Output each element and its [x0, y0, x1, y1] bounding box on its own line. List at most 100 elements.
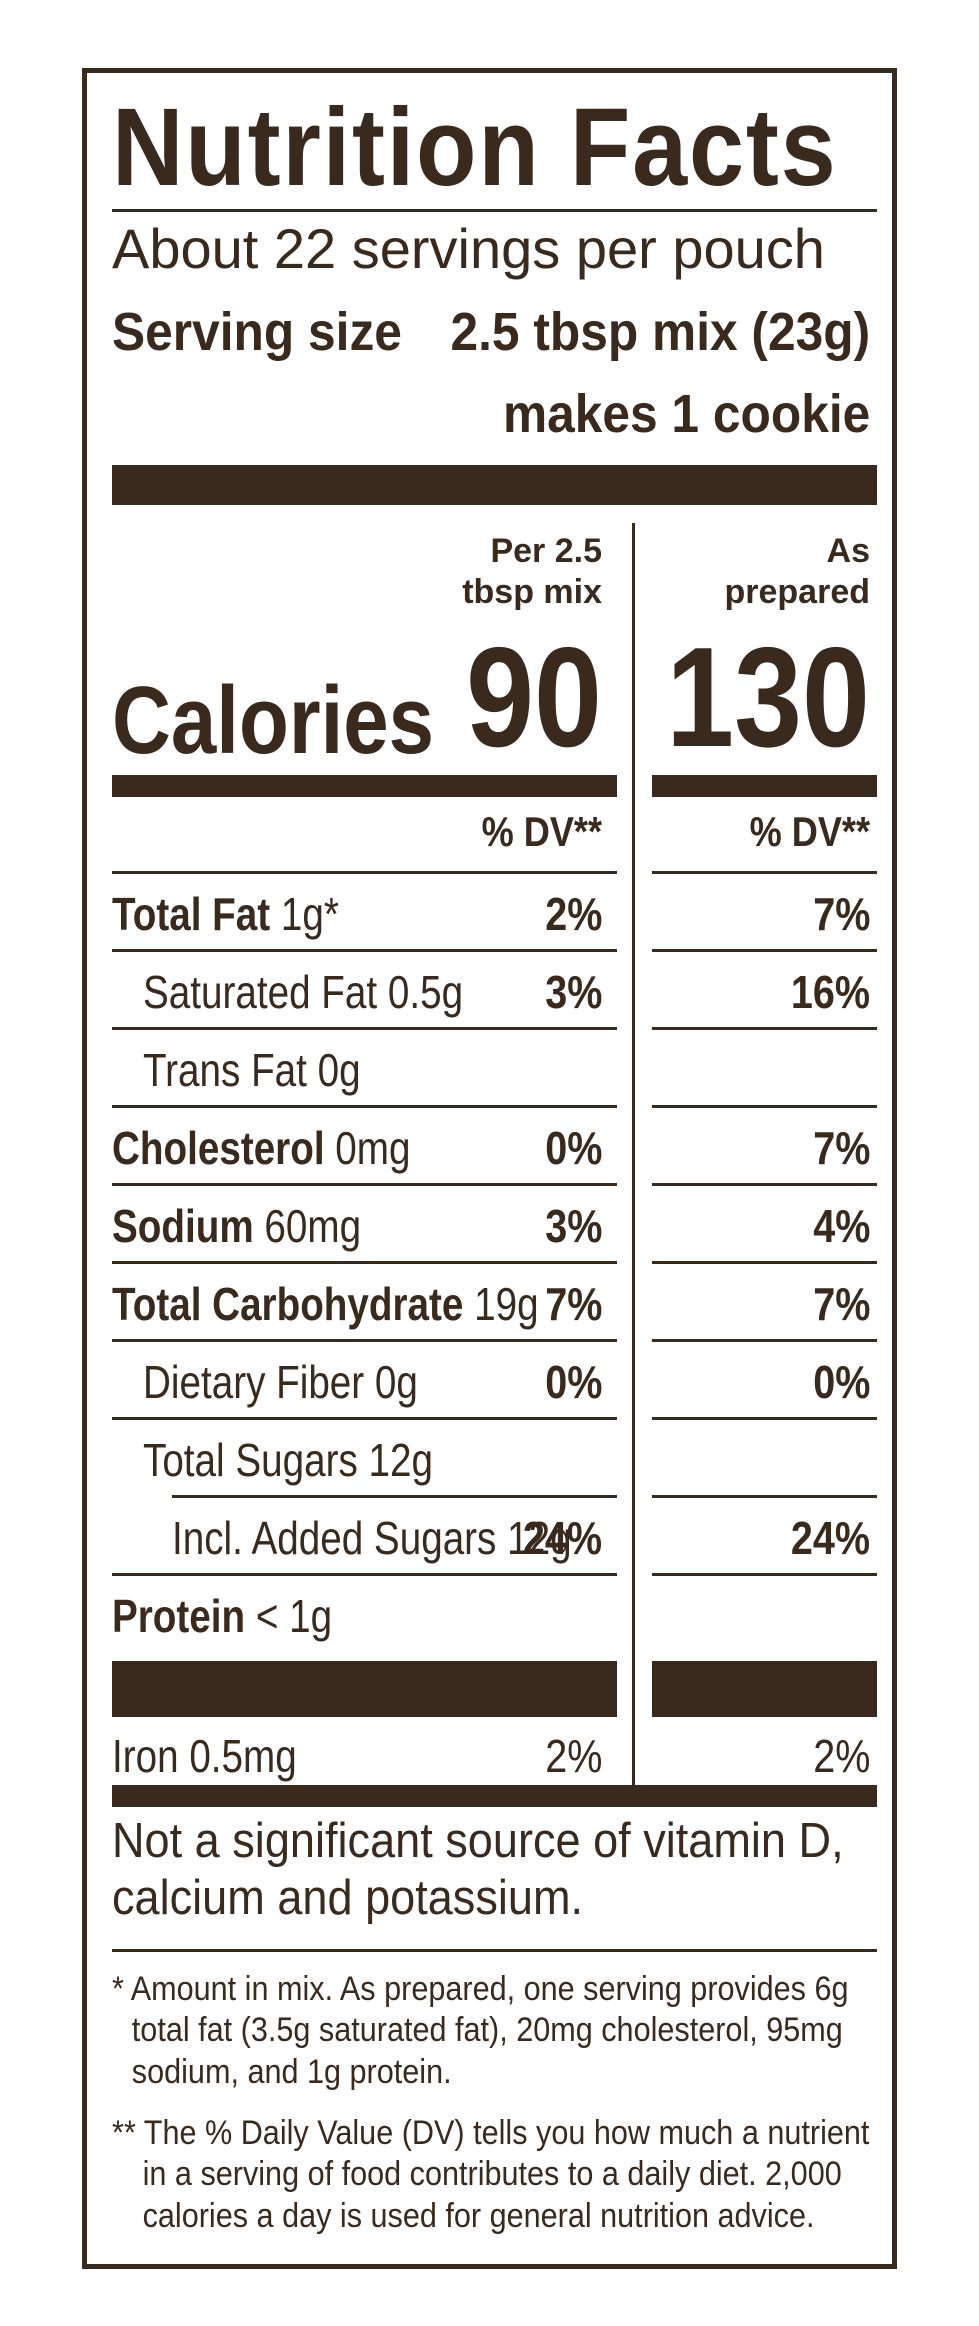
- nutrient-amount: 19g: [474, 1278, 539, 1330]
- nutrient-name: Total Sugars: [143, 1434, 358, 1486]
- row-divider: [652, 949, 877, 952]
- added-sugars-dv-mix: 24%: [522, 1512, 602, 1564]
- nutrient-saturated-fat: Saturated Fat 0.5g: [143, 969, 463, 1015]
- nutrient-total-sugars: Total Sugars 12g: [143, 1437, 433, 1483]
- mix-header-line1: Per 2.5: [490, 532, 602, 570]
- saturated-fat-dv-prepared: 16%: [790, 966, 870, 1018]
- nutrient-name: Protein: [112, 1590, 246, 1642]
- footnote2-line1: ** The % Daily Value (DV) tells you how …: [112, 2114, 870, 2152]
- nutrient-amount: 0g: [374, 1356, 418, 1408]
- footnote-divider: [112, 1949, 877, 1952]
- added-sugars-dv-prepared: 24%: [790, 1512, 870, 1564]
- sodium-dv-mix: 3%: [544, 1200, 602, 1252]
- nutrient-name: Iron: [112, 1730, 179, 1782]
- row-divider: [652, 1183, 877, 1186]
- nutrient-name: Total Fat: [112, 888, 271, 940]
- total-carbohydrate-dv-prepared: 7%: [812, 1278, 870, 1330]
- nutrient-name: Saturated Fat: [143, 966, 378, 1018]
- medium-bar-mix: [112, 775, 617, 797]
- nutrient-name: Sodium: [112, 1200, 254, 1252]
- row-divider: [652, 1417, 877, 1420]
- nutrient-iron: Iron 0.5mg: [112, 1733, 297, 1779]
- total-fat-dv-prepared: 7%: [812, 888, 870, 940]
- cholesterol-dv-mix: 0%: [544, 1122, 602, 1174]
- nutrient-name: Trans Fat: [143, 1044, 307, 1096]
- nutrient-dietary-fiber: Dietary Fiber 0g: [143, 1359, 418, 1405]
- row-divider: [652, 1339, 877, 1342]
- nutrient-amount: 0.5g: [387, 966, 464, 1018]
- footnote-amount-in-mix: * Amount in mix. As prepared, one servin…: [112, 1969, 849, 2093]
- nutrition-facts-label: Nutrition Facts About 22 servings per po…: [82, 68, 897, 2269]
- total-carbohydrate-dv-mix: 7%: [544, 1278, 602, 1330]
- row-divider: [112, 1339, 617, 1342]
- row-divider: [112, 1183, 617, 1186]
- nutrient-sodium: Sodium 60mg: [112, 1203, 361, 1249]
- nutrient-amount: 0mg: [335, 1122, 411, 1174]
- nutrient-amount: 0.5mg: [189, 1730, 297, 1782]
- nutrient-amount: < 1g: [255, 1590, 333, 1642]
- row-divider: [652, 1495, 877, 1498]
- row-divider: [112, 1261, 617, 1264]
- footnote1-line3: sodium, and 1g protein.: [131, 2052, 452, 2091]
- row-divider: [652, 1261, 877, 1264]
- medium-bar-bottom: [112, 1785, 877, 1807]
- prepared-header-line1: As: [826, 532, 870, 570]
- row-divider: [112, 1105, 617, 1108]
- nutrient-amount: 0g: [317, 1044, 361, 1096]
- medium-bar-prepared: [652, 775, 877, 797]
- label-title: Nutrition Facts: [112, 86, 838, 209]
- calories-label: Calories: [112, 667, 435, 774]
- row-divider: [112, 1027, 617, 1030]
- servings-per-container: About 22 servings per pouch: [112, 217, 825, 280]
- calories-prepared: 130: [666, 618, 870, 777]
- nutrient-trans-fat: Trans Fat 0g: [143, 1047, 361, 1093]
- serving-size-value: 2.5 tbsp mix (23g): [450, 302, 870, 362]
- saturated-fat-dv-mix: 3%: [544, 966, 602, 1018]
- row-divider: [652, 1027, 877, 1030]
- prepared-column-header: As prepared: [725, 531, 871, 614]
- serving-size-label: Serving size: [112, 302, 402, 362]
- row-divider: [652, 1105, 877, 1108]
- nutrient-cholesterol: Cholesterol 0mg: [112, 1125, 410, 1171]
- nutrient-total-carbohydrate: Total Carbohydrate 19g: [112, 1281, 539, 1327]
- footnote2-line2: in a serving of food contributes to a da…: [142, 2155, 842, 2194]
- not-significant-line2: calcium and potassium.: [112, 1870, 584, 1925]
- nutrient-protein: Protein < 1g: [112, 1593, 332, 1639]
- sodium-dv-prepared: 4%: [812, 1200, 870, 1252]
- nutrient-name: Incl. Added Sugars: [172, 1512, 497, 1564]
- row-divider: [652, 1573, 877, 1576]
- thick-bar-top: [112, 465, 877, 505]
- row-divider: [652, 871, 877, 874]
- row-divider: [112, 871, 617, 874]
- thick-bar-mix: [112, 1661, 617, 1717]
- row-divider: [112, 1417, 617, 1420]
- cholesterol-dv-prepared: 7%: [812, 1122, 870, 1174]
- thick-bar-prepared: [652, 1661, 877, 1717]
- mix-header-line2: tbsp mix: [462, 573, 602, 612]
- nutrient-amount: 60mg: [264, 1200, 362, 1252]
- nutrient-name: Cholesterol: [112, 1122, 325, 1174]
- row-divider: [112, 1573, 617, 1576]
- iron-dv-mix: 2%: [544, 1730, 602, 1782]
- nutrient-amount: 12g: [368, 1434, 433, 1486]
- nutrient-added-sugars: Incl. Added Sugars 12g: [172, 1515, 572, 1561]
- row-divider: [172, 1495, 617, 1498]
- footnote1-line1: * Amount in mix. As prepared, one servin…: [112, 1970, 849, 2008]
- nutrient-total-fat: Total Fat 1g*: [112, 891, 339, 937]
- not-significant-note: Not a significant source of vitamin D, c…: [112, 1813, 844, 1927]
- mix-column-header: Per 2.5 tbsp mix: [462, 531, 602, 614]
- footnote2-line3: calories a day is used for general nutri…: [142, 2196, 815, 2235]
- footnote1-line2: total fat (3.5g saturated fat), 20mg cho…: [131, 2011, 843, 2050]
- dietary-fiber-dv-prepared: 0%: [812, 1356, 870, 1408]
- prepared-header-line2: prepared: [724, 573, 871, 612]
- column-divider: [632, 523, 635, 1785]
- dietary-fiber-dv-mix: 0%: [544, 1356, 602, 1408]
- nutrient-name: Total Carbohydrate: [112, 1278, 464, 1330]
- not-significant-line1: Not a significant source of vitamin D,: [112, 1814, 844, 1868]
- row-divider: [112, 949, 617, 952]
- iron-dv-prepared: 2%: [812, 1730, 870, 1782]
- serving-makes: makes 1 cookie: [502, 384, 870, 444]
- nutrient-name: Dietary Fiber: [143, 1356, 365, 1408]
- nutrient-amount: 1g*: [280, 888, 339, 940]
- footnote-daily-value: ** The % Daily Value (DV) tells you how …: [112, 2113, 869, 2237]
